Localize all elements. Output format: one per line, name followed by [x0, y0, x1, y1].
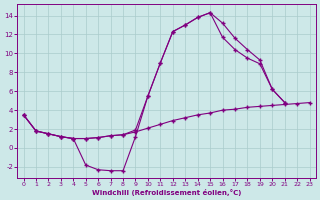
X-axis label: Windchill (Refroidissement éolien,°C): Windchill (Refroidissement éolien,°C) [92, 189, 241, 196]
